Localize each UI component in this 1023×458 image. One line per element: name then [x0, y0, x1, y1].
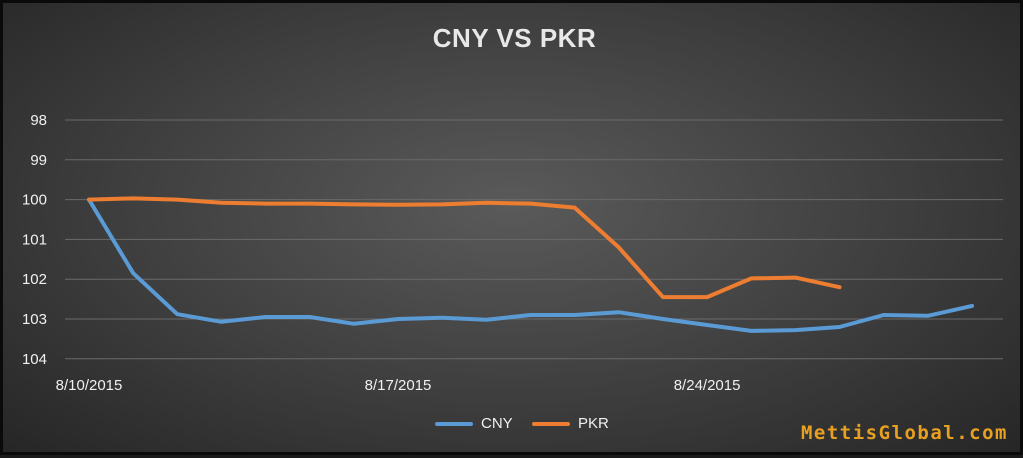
legend-swatch-cny [435, 421, 473, 426]
chart-plot: 98 99 100 101 102 103 104 8/10/2015 8/17/2015 8/… [22, 112, 1003, 394]
legend-label-cny: CNY [481, 415, 513, 432]
y-tick-label: 103 [22, 311, 47, 328]
legend-item-pkr: PKR [532, 415, 609, 432]
y-tick-label: 104 [22, 351, 47, 368]
y-tick-label: 101 [22, 231, 47, 248]
legend-label-pkr: PKR [578, 415, 609, 432]
y-tick-label: 98 [30, 112, 47, 129]
watermark-logo: MettisGlobal.com [800, 422, 1008, 444]
x-tick-label: 8/17/2015 [365, 377, 432, 394]
series-line-cny [87, 197, 974, 333]
x-tick-label: 8/24/2015 [674, 377, 741, 394]
x-tick-label: 8/10/2015 [56, 377, 123, 394]
y-tick-label: 102 [22, 271, 47, 288]
y-tick-label: 99 [30, 152, 47, 169]
legend-item-cny: CNY [435, 415, 513, 432]
y-tick-label: 100 [22, 192, 47, 209]
series-line-pkr [87, 196, 842, 300]
chart-legend: CNY PKR [3, 415, 1023, 435]
chart-title: CNY VS PKR [432, 23, 597, 53]
legend-swatch-pkr [532, 421, 570, 426]
